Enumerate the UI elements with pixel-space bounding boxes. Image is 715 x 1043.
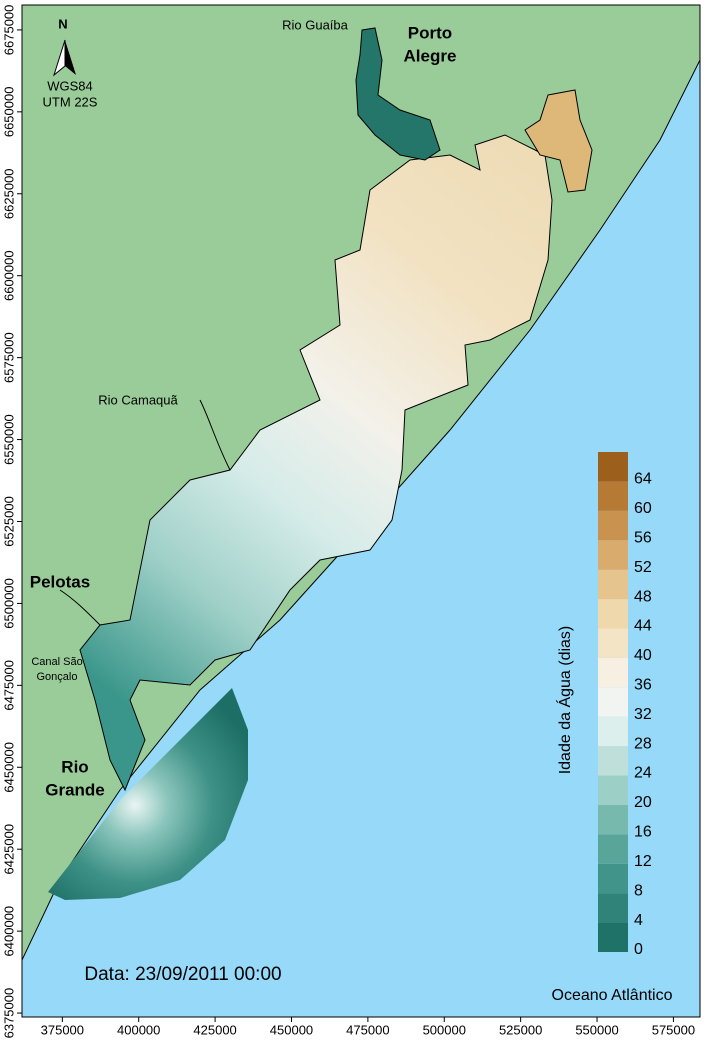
colorbar-band: [598, 863, 628, 894]
y-tick-label: 6400000: [1, 906, 16, 957]
colorbar-tick-label: 20: [634, 794, 652, 811]
colorbar-tick-label: 48: [634, 588, 652, 605]
north-arrow-half: [53, 39, 66, 77]
guaiba: [355, 27, 441, 161]
lagoon: [79, 134, 553, 792]
projection: WGS84: [47, 78, 93, 93]
colorbar-tick-label: 0: [634, 941, 643, 958]
x-tick-label: 425000: [193, 1022, 236, 1037]
colorbar-band: [598, 922, 628, 952]
colorbar-band: [598, 775, 628, 805]
colorbar-band: [598, 716, 628, 747]
colorbar-band: [598, 452, 628, 482]
colorbar-tick-label: 12: [634, 853, 652, 870]
colorbar-tick-label: 8: [634, 882, 643, 899]
y-tick-label: 6650000: [1, 87, 16, 138]
colorbar-band: [598, 657, 628, 688]
colorbar-band: [598, 687, 628, 717]
place-label: Grande: [45, 780, 105, 799]
place-label: Porto: [408, 23, 452, 42]
date-label: Data: 23/09/2011 00:00: [84, 964, 281, 985]
colorbar-tick-label: 28: [634, 735, 652, 752]
colorbar-tick-label: 44: [634, 618, 652, 635]
colorbar-band: [598, 569, 628, 600]
colorbar-band: [598, 746, 628, 776]
colorbar-tick-label: 64: [634, 471, 652, 488]
projection: UTM 22S: [43, 94, 98, 109]
y-tick-label: 6575000: [1, 332, 16, 383]
x-tick-label: 475000: [346, 1022, 389, 1037]
x-tick-label: 575000: [652, 1022, 695, 1037]
colorbar-tick-label: 56: [634, 529, 652, 546]
y-tick-label: 6475000: [1, 660, 16, 711]
y-tick-label: 6525000: [1, 496, 16, 547]
colorbar-tick-label: 60: [634, 500, 652, 517]
x-tick-label: 550000: [575, 1022, 618, 1037]
x-tick-label: 525000: [499, 1022, 542, 1037]
colorbar-band: [598, 834, 628, 864]
ocean-label: Oceano Atlântico: [552, 987, 673, 1004]
y-tick-label: 6425000: [1, 824, 16, 875]
coastal-plume: [48, 688, 248, 900]
river: [59, 399, 231, 626]
colorbar-tick-label: 36: [634, 677, 652, 694]
y-tick-label: 6500000: [1, 578, 16, 629]
colorbar-band: [598, 628, 628, 658]
place-label: Alegre: [404, 46, 457, 65]
colorbar-band: [598, 510, 628, 541]
colorbar-tick-label: 52: [634, 559, 652, 576]
north-arrow: [53, 39, 76, 77]
place-label: Gonçalo: [37, 671, 78, 683]
x-tick-label: 500000: [423, 1022, 466, 1037]
colorbar-band: [598, 481, 628, 511]
colorbar-band: [598, 893, 628, 923]
y-tick-label: 6375000: [1, 988, 16, 1039]
colorbar-tick-label: 24: [634, 765, 652, 782]
colorbar-band: [598, 599, 628, 629]
x-tick-label: 375000: [41, 1022, 84, 1037]
y-tick-label: 6625000: [1, 168, 16, 219]
north-label: N: [58, 16, 67, 31]
map-area: [22, 5, 700, 1017]
y-tick-label: 6675000: [1, 5, 16, 56]
north-arrow-half: [65, 40, 76, 75]
y-tick-label: 6550000: [1, 414, 16, 465]
colorbar-tick-label: 32: [634, 706, 652, 723]
x-tick-label: 400000: [117, 1022, 160, 1037]
place-label: Rio Camaquã: [98, 392, 178, 407]
y-tick-label: 6450000: [1, 742, 16, 793]
y-tick-label: 6600000: [1, 250, 16, 301]
place-label: Pelotas: [30, 572, 90, 591]
colorbar-band: [598, 804, 628, 835]
small-lagoon: [524, 89, 593, 193]
colorbar-title: Idade da Água (dias): [555, 626, 574, 775]
colorbar-tick-label: 16: [634, 824, 652, 841]
x-tick-label: 450000: [270, 1022, 313, 1037]
place-label: Rio: [61, 757, 88, 776]
map-frame: [21, 4, 701, 1018]
colorbar-band: [598, 540, 628, 570]
place-label: Canal São: [31, 656, 82, 668]
colorbar-tick-label: 40: [634, 647, 652, 664]
place-label: Rio Guaíba: [282, 17, 349, 32]
colorbar-tick-label: 4: [634, 912, 643, 929]
